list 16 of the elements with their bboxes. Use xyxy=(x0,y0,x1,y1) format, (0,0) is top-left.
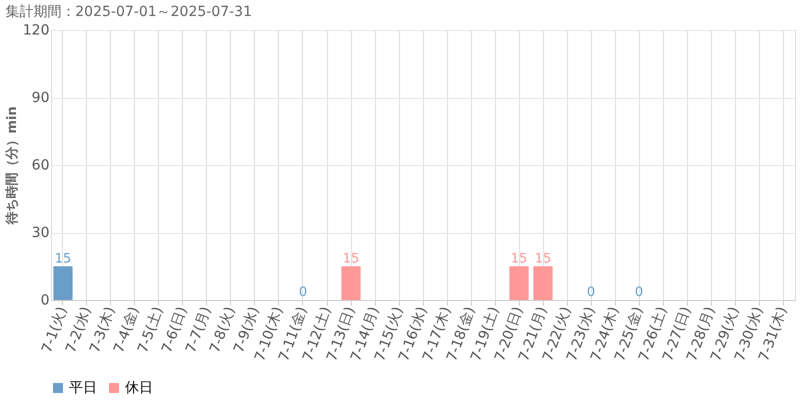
data-label: 0 xyxy=(586,285,596,300)
data-label: 15 xyxy=(510,251,528,266)
y-axis-title: 待ち時間（分）min xyxy=(4,106,20,226)
legend-label: 平日 xyxy=(69,380,97,396)
data-label: 0 xyxy=(634,285,644,300)
legend-label: 休日 xyxy=(125,380,153,396)
y-tick-label: 120 xyxy=(22,22,50,38)
data-label: 0 xyxy=(298,285,308,300)
data-label: 15 xyxy=(534,251,552,266)
chart-title: 集計期間：2025-07-01～2025-07-31 xyxy=(5,4,252,20)
data-label: 15 xyxy=(342,251,360,266)
y-tick-label: 90 xyxy=(32,90,50,106)
y-tick-label: 30 xyxy=(32,225,50,241)
data-label: 15 xyxy=(54,251,72,266)
y-tick-label: 0 xyxy=(40,292,50,308)
y-tick-label: 60 xyxy=(32,158,50,174)
